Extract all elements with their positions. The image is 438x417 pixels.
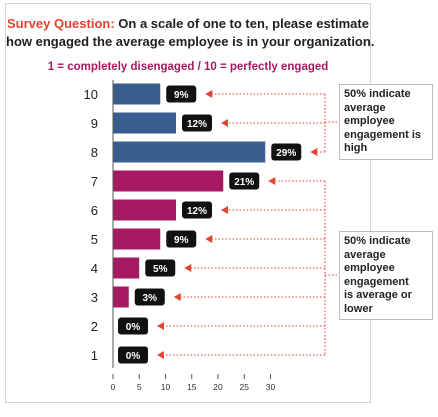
- bar: [113, 286, 129, 308]
- data-label: 9%: [174, 235, 189, 246]
- data-label: 5%: [153, 264, 168, 275]
- data-label-box: [166, 85, 197, 103]
- callout-low-line: 50% indicate: [344, 235, 411, 247]
- data-label-box: [271, 143, 302, 161]
- bar: [113, 83, 161, 105]
- category-label: 1: [91, 348, 98, 363]
- bar: [113, 228, 161, 250]
- x-tick-label: 0: [111, 382, 116, 392]
- data-label-box: [118, 346, 148, 364]
- bar: [113, 112, 176, 134]
- data-label: 0%: [126, 351, 141, 362]
- callout-high-line: average: [344, 101, 386, 114]
- callout-low-line: average: [344, 248, 386, 261]
- data-label-box: [134, 288, 165, 306]
- category-label: 10: [84, 87, 98, 102]
- category-label: 2: [91, 319, 98, 334]
- data-label-box: [166, 230, 197, 248]
- data-label: 9%: [174, 90, 189, 101]
- callout-low-line: is average or: [344, 289, 412, 301]
- callout-low-line: lower: [344, 302, 373, 315]
- data-label-box: [118, 317, 148, 335]
- category-label: 8: [91, 145, 98, 160]
- survey-question-label: Survey Question:: [7, 16, 115, 31]
- callout-high-line: 50% indicate: [344, 88, 411, 100]
- bar: [113, 257, 140, 279]
- category-label: 3: [91, 290, 98, 305]
- data-label: 29%: [276, 148, 296, 159]
- x-tick-label: 25: [240, 382, 250, 392]
- callout-high-engagement: 50% indicate average employee engagement…: [339, 84, 433, 160]
- callout-low-engagement: 50% indicate average employee engagement…: [339, 231, 433, 320]
- category-label: 7: [91, 174, 98, 189]
- x-tick-label: 30: [266, 382, 276, 392]
- survey-question-line-2: how engaged the average employee is in y…: [6, 34, 375, 49]
- x-tick-label: 20: [213, 382, 223, 392]
- category-label: 4: [91, 261, 98, 276]
- scale-note: 1 = completely disengaged / 10 = perfect…: [47, 61, 329, 73]
- survey-question-text-1: On a scale of one to ten, please estimat…: [118, 16, 369, 31]
- category-label: 6: [91, 203, 98, 218]
- data-label: 12%: [187, 119, 207, 130]
- data-label-box: [182, 114, 212, 132]
- data-label: 12%: [187, 206, 207, 217]
- callout-low-line: engagement: [344, 275, 409, 288]
- bar: [113, 141, 266, 163]
- x-tick-label: 15: [187, 382, 197, 392]
- chart-frame: Survey Question: On a scale of one to te…: [5, 3, 375, 403]
- data-label: 3%: [143, 293, 158, 304]
- bar: [113, 170, 224, 192]
- data-label-box: [229, 172, 260, 190]
- category-label: 5: [91, 232, 98, 247]
- callout-high-line: employee: [344, 115, 395, 127]
- callout-low-line: employee: [344, 262, 395, 274]
- x-tick-label: 10: [161, 382, 171, 392]
- category-label: 9: [91, 116, 98, 131]
- x-tick-label: 5: [137, 382, 142, 392]
- bar: [113, 199, 176, 221]
- data-label-box: [145, 259, 176, 277]
- data-label-box: [182, 201, 212, 219]
- survey-question-line-1: Survey Question: On a scale of one to te…: [6, 16, 370, 31]
- data-label: 21%: [234, 177, 254, 188]
- callout-high-line: engagement is: [344, 128, 422, 141]
- callout-high-line: high: [344, 142, 368, 154]
- data-label: 0%: [126, 322, 141, 333]
